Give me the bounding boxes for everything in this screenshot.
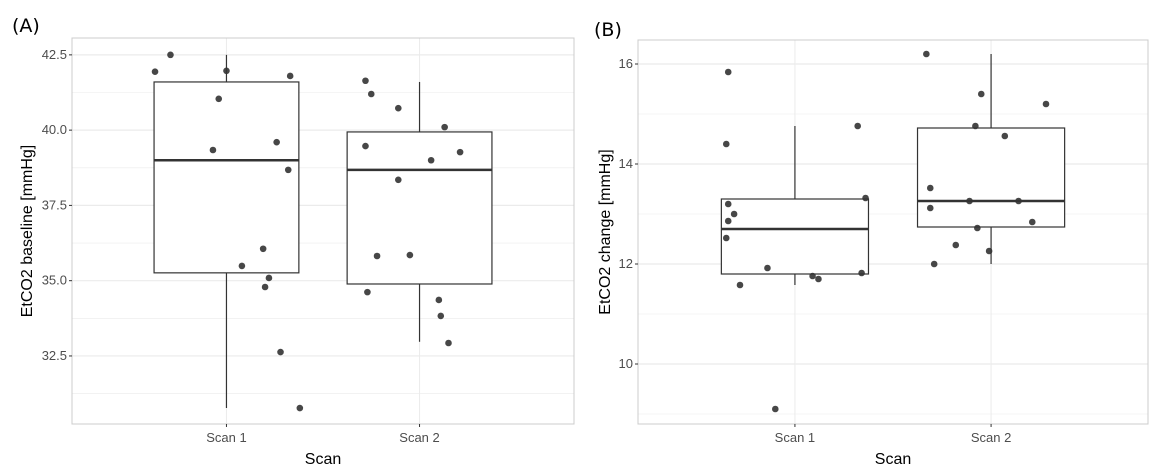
data-point	[930, 260, 938, 268]
box-iqr	[153, 81, 300, 274]
data-point	[1028, 218, 1036, 226]
data-point	[952, 241, 960, 249]
x-axis-title: Scan	[305, 451, 341, 468]
data-point	[445, 339, 452, 347]
data-point	[1015, 197, 1022, 205]
box-1	[720, 126, 870, 285]
data-point	[259, 245, 267, 253]
x-tick-label: Scan 2	[399, 430, 439, 445]
data-point	[223, 67, 230, 75]
data-point	[209, 146, 217, 154]
data-point	[724, 200, 732, 208]
box-iqr	[346, 131, 493, 285]
panel-label: (B)	[594, 19, 622, 41]
data-point	[277, 348, 284, 356]
panel-a: 32.5 35.0 37.5 40.0 42.5 Scan 1 Scan 2 (A) Scan E…	[12, 15, 575, 468]
data-point	[296, 404, 304, 412]
data-point	[722, 234, 730, 242]
data-point	[815, 275, 822, 283]
data-point	[238, 262, 246, 270]
data-point	[858, 269, 865, 277]
data-point	[854, 122, 861, 130]
data-point	[722, 140, 730, 148]
data-point	[362, 77, 369, 85]
panel-b: 10 12 14 16 Scan 1 Scan 2 (B) Scan EtCO2 change …	[594, 19, 1149, 468]
x-axis-title: Scan	[875, 451, 911, 468]
y-tick-label: 14	[619, 156, 633, 171]
data-point	[1042, 100, 1050, 108]
data-point	[456, 148, 464, 156]
data-point	[395, 176, 402, 184]
data-point	[730, 210, 738, 218]
data-point	[362, 142, 369, 150]
x-tick-label: Scan 2	[971, 430, 1011, 445]
y-tick-label: 42.5	[42, 47, 67, 62]
data-point	[974, 224, 981, 232]
data-point	[926, 184, 934, 192]
data-point	[373, 252, 381, 260]
data-point	[977, 90, 985, 98]
data-point	[151, 68, 159, 76]
data-point	[167, 51, 174, 59]
data-point	[966, 197, 973, 205]
data-point	[265, 274, 273, 282]
panel-border	[637, 39, 1149, 425]
panel-border	[71, 37, 575, 425]
data-point	[985, 247, 993, 255]
data-point	[284, 166, 292, 174]
box-iqr	[720, 198, 870, 275]
y-tick-label: 16	[619, 56, 633, 71]
data-point	[427, 156, 435, 164]
box-2	[916, 54, 1066, 264]
data-point	[862, 194, 869, 202]
data-point	[367, 90, 375, 98]
box-iqr	[916, 127, 1066, 228]
y-tick-label: 35.0	[42, 273, 67, 288]
y-tick-label: 10	[619, 356, 633, 371]
data-point	[1001, 132, 1009, 140]
data-point	[764, 264, 771, 272]
data-point	[395, 104, 402, 112]
data-point	[724, 68, 732, 76]
panel-label: (A)	[12, 15, 40, 37]
data-point	[441, 123, 448, 131]
data-point	[972, 122, 979, 130]
data-point	[923, 50, 930, 58]
data-point	[926, 204, 934, 212]
data-point	[724, 217, 732, 225]
y-tick-label: 32.5	[42, 348, 67, 363]
data-point	[273, 138, 280, 146]
box-1	[153, 54, 300, 409]
y-tick-label: 40.0	[42, 122, 67, 137]
y-axis-title: EtCO2 change [mmHg]	[597, 149, 614, 314]
box-2	[346, 81, 493, 342]
data-point	[364, 288, 371, 296]
x-tick-label: Scan 1	[206, 430, 246, 445]
data-point	[435, 296, 443, 304]
y-axis-title: EtCO2 baseline [mmHg]	[19, 145, 36, 318]
data-point	[772, 405, 779, 413]
data-point	[736, 281, 744, 289]
x-tick-label: Scan 1	[775, 430, 815, 445]
data-point	[809, 272, 816, 280]
data-point	[286, 72, 294, 80]
y-tick-label: 37.5	[42, 197, 67, 212]
y-tick-label: 12	[619, 256, 633, 271]
data-point	[406, 251, 414, 259]
data-point	[261, 283, 269, 291]
data-point	[215, 95, 223, 103]
data-point	[437, 312, 445, 320]
